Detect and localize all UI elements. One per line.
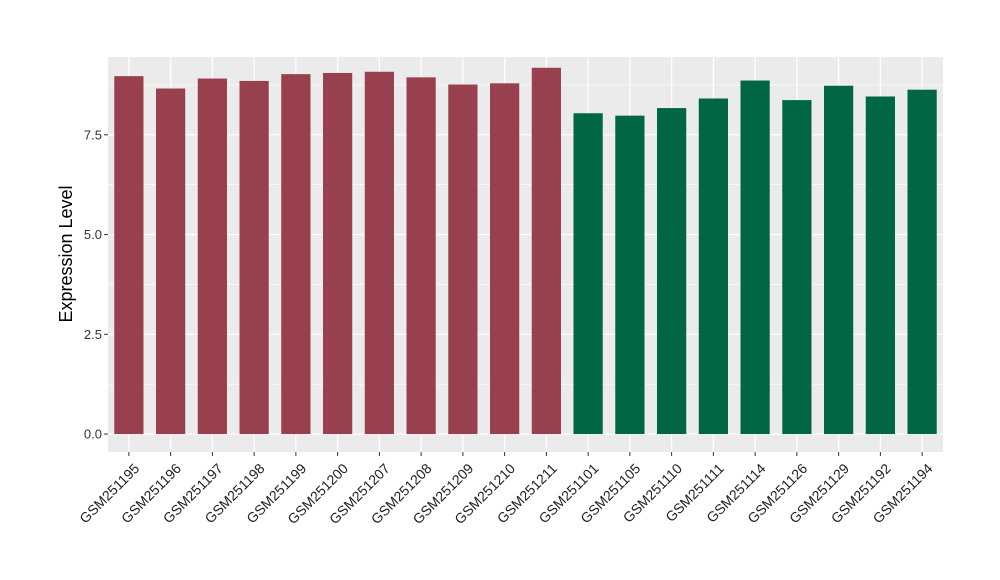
bars (114, 67, 937, 435)
bar-GSM251207 (364, 71, 394, 435)
y-tick-label: 5.0 (84, 227, 102, 242)
bar-GSM251209 (448, 84, 478, 435)
y-tick-label: 7.5 (84, 127, 102, 142)
bar-GSM251208 (406, 77, 436, 435)
bar-GSM251211 (531, 67, 561, 435)
bar-GSM251199 (281, 74, 311, 435)
bar-GSM251129 (824, 85, 854, 435)
y-axis: 0.0 2.5 5.0 7.5 (84, 127, 108, 442)
bar-GSM251192 (865, 96, 895, 435)
bar-GSM251105 (615, 115, 645, 435)
y-axis-title: Expression Level (56, 185, 76, 322)
bar-GSM251200 (323, 72, 353, 435)
bar-GSM251197 (197, 78, 227, 435)
y-tick-label: 2.5 (84, 327, 102, 342)
y-tick-label: 0.0 (84, 427, 102, 442)
bar-GSM251114 (740, 80, 770, 435)
plot-panel (108, 57, 943, 452)
bar-GSM251196 (156, 88, 186, 435)
bar-GSM251110 (657, 108, 687, 435)
bar-GSM251198 (239, 80, 269, 435)
bar-GSM251126 (782, 100, 812, 435)
bar-GSM251101 (573, 113, 603, 435)
bar-GSM251210 (490, 83, 520, 435)
x-axis: GSM251195GSM251196GSM251197GSM251198GSM2… (76, 452, 936, 527)
bar-GSM251194 (907, 89, 937, 435)
bar-GSM251195 (114, 76, 144, 435)
bar-GSM251111 (698, 98, 728, 435)
